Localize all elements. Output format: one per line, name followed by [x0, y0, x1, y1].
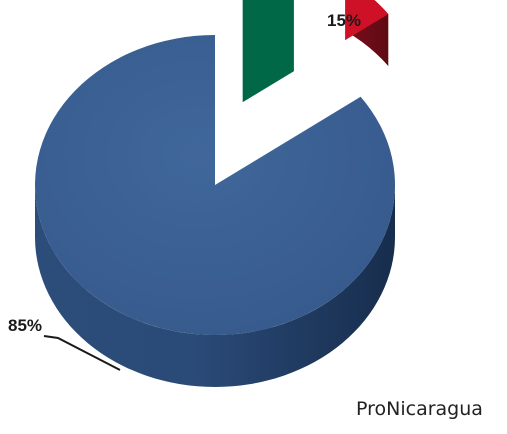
flag-green-band	[242, 0, 295, 103]
pie-slice-85-side	[35, 185, 395, 387]
label-leader-line	[43, 335, 121, 371]
mexico-flag-icon	[242, 0, 389, 103]
coat-of-arms-icon	[310, 65, 329, 91]
slice-label-15: 15%	[327, 11, 361, 30]
pie-slice-85	[35, 35, 396, 387]
slice-label-85: 85%	[8, 316, 42, 335]
source-note: ProNicaragua	[356, 398, 483, 420]
pie-slice-85-top	[35, 35, 396, 335]
